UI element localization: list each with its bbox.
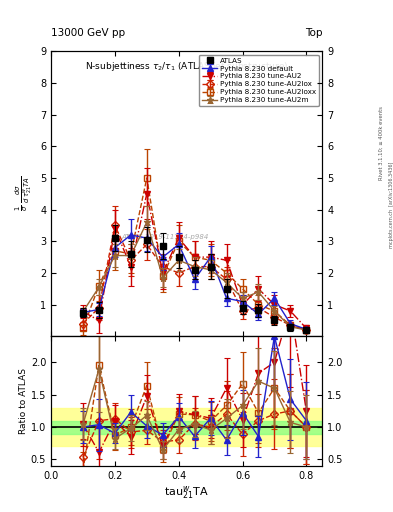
X-axis label: tau$^{w}_{21}$TA: tau$^{w}_{21}$TA: [164, 483, 209, 501]
Text: ATLAS 2019-11724-p984: ATLAS 2019-11724-p984: [121, 233, 209, 240]
Text: Rivet 3.1.10; ≥ 400k events: Rivet 3.1.10; ≥ 400k events: [379, 106, 384, 180]
Bar: [51, 408, 322, 446]
Y-axis label: $\frac{1}{\sigma}$ $\frac{d\sigma}{d\,\tau_{21}^{w}TA}$: $\frac{1}{\sigma}$ $\frac{d\sigma}{d\,\t…: [14, 176, 35, 211]
Text: 13000 GeV pp: 13000 GeV pp: [51, 28, 125, 38]
Bar: [51, 420, 322, 434]
Legend: ATLAS, Pythia 8.230 default, Pythia 8.230 tune-AU2, Pythia 8.230 tune-AU2lox, Py: ATLAS, Pythia 8.230 default, Pythia 8.23…: [199, 55, 319, 106]
Text: N-subjettiness $\tau_2/\tau_1$ (ATLAS jet substructure): N-subjettiness $\tau_2/\tau_1$ (ATLAS je…: [85, 60, 288, 73]
Text: Top: Top: [305, 28, 322, 38]
Text: mcplots.cern.ch  [arXiv:1306.3436]: mcplots.cern.ch [arXiv:1306.3436]: [389, 162, 393, 248]
Y-axis label: Ratio to ATLAS: Ratio to ATLAS: [19, 368, 28, 434]
